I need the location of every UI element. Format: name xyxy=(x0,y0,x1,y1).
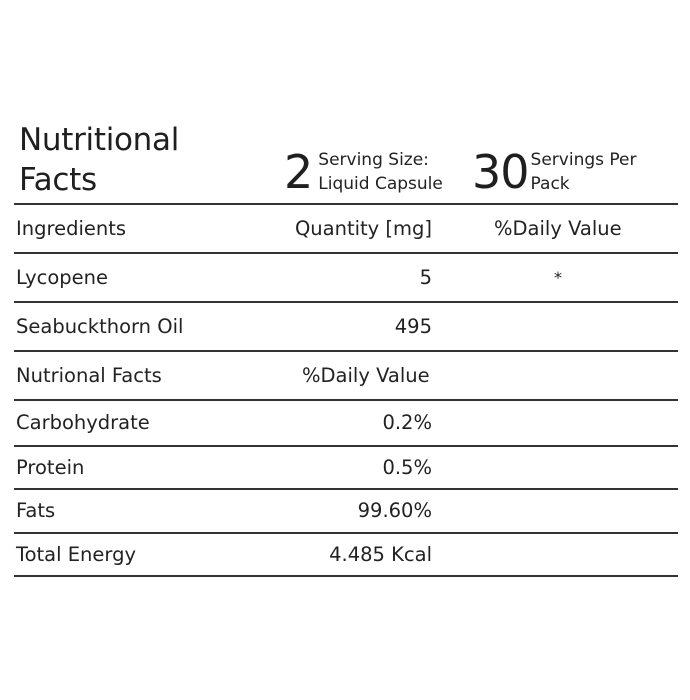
table-row: Protein 0.5% xyxy=(14,446,678,488)
serving-size-label: Serving Size: Liquid Capsule xyxy=(318,148,443,196)
table-row: Carbohydrate 0.2% xyxy=(14,400,678,445)
serving-size-number: 2 xyxy=(284,145,313,199)
divider xyxy=(14,350,678,352)
table-row: Fats 99.60% xyxy=(14,489,678,532)
servings-per-pack-label: Servings Per Pack xyxy=(531,148,637,196)
serving-size-label-line-2: Liquid Capsule xyxy=(318,174,443,194)
title-line-1: Nutritional xyxy=(19,122,180,158)
divider xyxy=(14,488,678,490)
servings-per-pack-label-line-1: Servings Per xyxy=(530,150,637,170)
ingredient-name: Seabuckthorn Oil xyxy=(16,314,184,338)
nutrient-value: 4.485 Kcal xyxy=(329,542,432,566)
nutrient-value: 99.60% xyxy=(357,499,432,522)
servings-per-pack-label-line-2: Pack xyxy=(530,174,570,194)
section-value-header: %Daily Value xyxy=(302,363,430,387)
serving-size-label-line-1: Serving Size: xyxy=(318,150,429,170)
section-label: Nutrional Facts xyxy=(16,363,162,387)
divider xyxy=(14,252,678,254)
ingredient-daily-value: * xyxy=(554,267,562,287)
divider xyxy=(14,532,678,534)
nutrient-name: Fats xyxy=(16,499,56,522)
divider xyxy=(14,301,678,303)
column-header-ingredients: Ingredients xyxy=(16,216,127,240)
divider-top xyxy=(14,203,678,205)
servings-per-pack-number: 30 xyxy=(472,145,530,199)
nutrient-name: Total Energy xyxy=(16,542,137,566)
column-header-quantity: Quantity [mg] xyxy=(294,216,432,240)
servings-per-pack: 30 Servings Per Pack xyxy=(472,146,637,198)
divider xyxy=(14,445,678,447)
page-title: Nutritional Facts xyxy=(19,120,179,200)
column-header-daily-value: %Daily Value xyxy=(494,216,622,240)
nutrient-name: Protein xyxy=(16,455,85,479)
nutrient-name: Carbohydrate xyxy=(16,411,150,434)
divider-bottom xyxy=(14,575,678,577)
nutrient-value: 0.5% xyxy=(382,455,432,479)
ingredient-name: Lycopene xyxy=(16,265,108,289)
serving-size: 2 Serving Size: Liquid Capsule xyxy=(284,146,443,198)
section-header-row: Nutrional Facts %Daily Value xyxy=(14,352,678,398)
table-row: Seabuckthorn Oil 495 xyxy=(14,303,678,349)
ingredient-quantity: 5 xyxy=(419,265,432,289)
title-line-2: Facts xyxy=(19,162,97,198)
table-row: Total Energy 4.485 Kcal xyxy=(14,533,678,575)
table-row: Lycopene 5 * xyxy=(14,254,678,300)
table-header-row: Ingredients Quantity [mg] %Daily Value xyxy=(14,205,678,251)
ingredient-quantity: 495 xyxy=(394,314,432,338)
divider xyxy=(14,399,678,401)
nutrient-value: 0.2% xyxy=(382,411,432,434)
